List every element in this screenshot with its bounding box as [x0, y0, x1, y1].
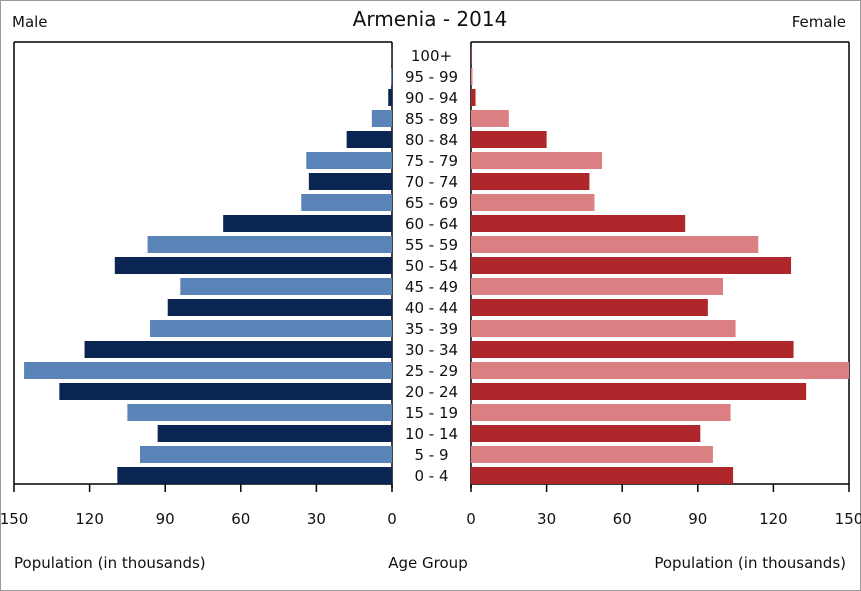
- right-tick-label: 90: [688, 510, 707, 528]
- male-bar-20: [117, 467, 392, 484]
- male-bar-10: [114, 257, 393, 274]
- right-tick-label: 0: [466, 510, 476, 528]
- male-label: Male: [12, 13, 48, 31]
- bars-group: [24, 47, 849, 484]
- x-axis-label-left: Population (in thousands): [14, 554, 206, 572]
- male-bar-6: [308, 173, 392, 190]
- female-bar-7: [471, 194, 595, 211]
- female-bar-5: [471, 152, 603, 169]
- age-group-label: 65 - 69: [405, 194, 458, 212]
- age-group-label: 45 - 49: [405, 278, 458, 296]
- female-bar-13: [471, 320, 736, 337]
- female-bar-1: [471, 68, 473, 85]
- male-bar-14: [84, 341, 392, 358]
- female-bar-8: [471, 215, 686, 232]
- age-group-label: 10 - 14: [405, 425, 458, 443]
- female-bar-12: [471, 299, 708, 316]
- age-group-label: 0 - 4: [414, 467, 448, 485]
- right-tick-label: 120: [759, 510, 788, 528]
- age-group-label: 80 - 84: [405, 131, 458, 149]
- male-bar-2: [388, 89, 392, 106]
- age-group-label: 75 - 79: [405, 152, 458, 170]
- male-bar-13: [150, 320, 392, 337]
- age-group-label: 60 - 64: [405, 215, 458, 233]
- male-bar-4: [346, 131, 392, 148]
- male-bar-17: [127, 404, 393, 421]
- x-axis-label-center: Age Group: [388, 554, 467, 572]
- chart-title: Armenia - 2014: [353, 7, 508, 31]
- male-bar-3: [371, 110, 392, 127]
- female-bar-4: [471, 131, 547, 148]
- female-bar-2: [471, 89, 476, 106]
- age-group-label: 40 - 44: [405, 299, 458, 317]
- right-tick-label: 30: [537, 510, 556, 528]
- male-bar-16: [59, 383, 393, 400]
- female-bar-20: [471, 467, 734, 484]
- age-group-label: 95 - 99: [405, 68, 458, 86]
- ticks-group: 150 120 90 60 30 0 0 30 60 90 120 150: [0, 484, 861, 528]
- male-bar-8: [223, 215, 392, 232]
- female-bar-14: [471, 341, 794, 358]
- right-tick-label: 60: [613, 510, 632, 528]
- female-bar-19: [471, 446, 713, 463]
- male-bar-5: [306, 152, 392, 169]
- age-group-label: 15 - 19: [405, 404, 458, 422]
- male-bar-11: [180, 278, 392, 295]
- x-axis-label-right: Population (in thousands): [654, 554, 846, 572]
- male-bar-7: [301, 194, 392, 211]
- female-bar-17: [471, 404, 731, 421]
- left-tick-label: 60: [231, 510, 250, 528]
- male-bar-15: [24, 362, 393, 379]
- female-bar-18: [471, 425, 701, 442]
- left-tick-label: 150: [0, 510, 28, 528]
- male-bar-19: [140, 446, 392, 463]
- female-bar-6: [471, 173, 590, 190]
- female-bar-10: [471, 257, 792, 274]
- female-bar-0: [471, 47, 472, 64]
- age-labels-group: 100+ 95 - 99 90 - 94 85 - 89 80 - 84 75 - 79 7…: [405, 47, 458, 485]
- female-bar-15: [471, 362, 849, 379]
- left-tick-label: 90: [156, 510, 175, 528]
- right-tick-label: 150: [835, 510, 861, 528]
- age-group-label: 20 - 24: [405, 383, 458, 401]
- age-group-label: 30 - 34: [405, 341, 458, 359]
- male-bar-12: [167, 299, 392, 316]
- female-label: Female: [792, 13, 846, 31]
- age-group-label: 5 - 9: [414, 446, 448, 464]
- male-bar-1: [390, 68, 392, 85]
- age-group-label: 50 - 54: [405, 257, 458, 275]
- age-group-label: 100+: [411, 47, 452, 65]
- age-group-label: 55 - 59: [405, 236, 458, 254]
- age-group-label: 35 - 39: [405, 320, 458, 338]
- female-bar-9: [471, 236, 759, 253]
- left-tick-label: 30: [307, 510, 326, 528]
- male-bar-0: [391, 47, 392, 64]
- age-group-label: 90 - 94: [405, 89, 458, 107]
- age-group-label: 70 - 74: [405, 173, 458, 191]
- male-bar-18: [157, 425, 392, 442]
- female-bar-11: [471, 278, 723, 295]
- left-tick-label: 0: [387, 510, 397, 528]
- female-bar-3: [471, 110, 509, 127]
- female-bar-16: [471, 383, 807, 400]
- age-group-label: 25 - 29: [405, 362, 458, 380]
- left-tick-label: 120: [75, 510, 104, 528]
- age-group-label: 85 - 89: [405, 110, 458, 128]
- male-bar-9: [147, 236, 392, 253]
